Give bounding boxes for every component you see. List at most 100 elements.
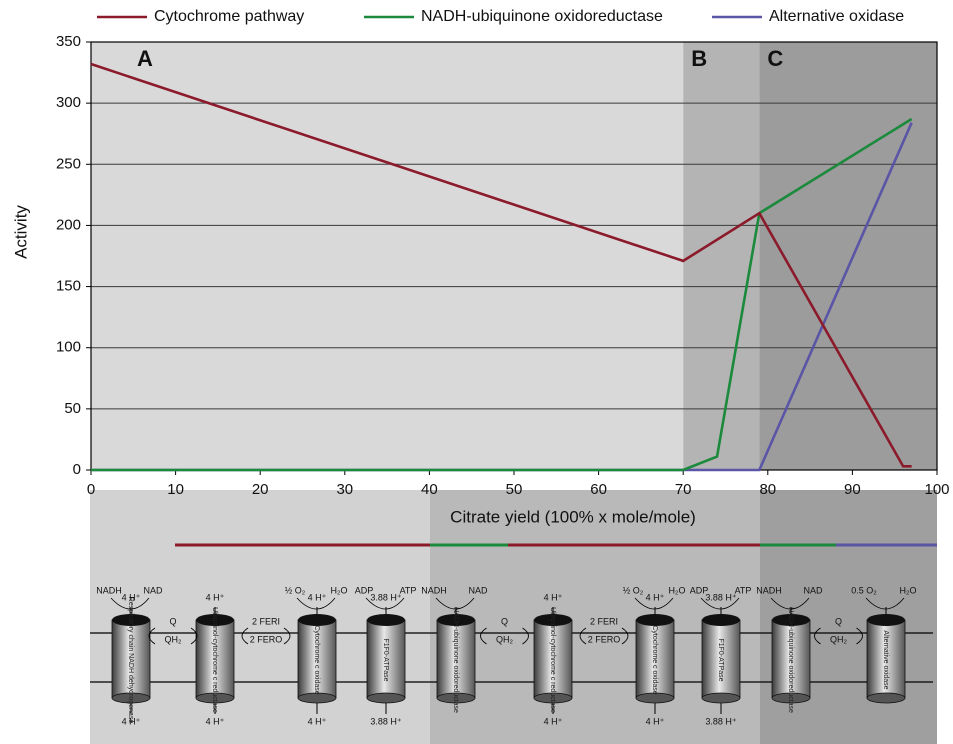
cylinder-top (772, 614, 810, 626)
proton: 3.88 H⁺ (370, 592, 402, 602)
region (759, 42, 937, 470)
membrane-protein: NADH-ubiquinone oxidoreductase NADH NAD (421, 585, 488, 713)
y-tick-label: 200 (56, 216, 81, 233)
y-tick-label: 250 (56, 155, 81, 172)
y-tick-label: 350 (56, 33, 81, 50)
x-tick-label: 0 (87, 481, 95, 498)
product: NAD (468, 585, 488, 595)
substrate: ½ O₂ (623, 585, 644, 595)
carrier-oxidized: Q (501, 616, 508, 626)
x-tick-label: 60 (590, 481, 607, 498)
carrier-reduced: 2 FERO (250, 634, 283, 644)
protein-name: Respiratory chain NADH dehydrogenase (127, 597, 134, 724)
product: H₂O (669, 585, 686, 595)
proton: 4 H⁺ (646, 592, 665, 602)
proton: 4 H⁺ (544, 592, 563, 602)
reaction-arrow (296, 597, 336, 610)
membrane-protein: Ubiquinol-cytochrome c reductase 4 H⁺ 4 H⁺ (195, 592, 235, 726)
carrier-arrow (148, 627, 198, 645)
protein-name: Cytochrome c oxidase (313, 625, 320, 694)
carrier-oxidized: Q (169, 616, 176, 626)
proton-out: 3.88 H⁺ (370, 716, 402, 726)
substrate: NADH (96, 585, 122, 595)
proton-out: 3.88 H⁺ (705, 716, 737, 726)
proton: 3.88 H⁺ (705, 592, 737, 602)
protein-name: Ubiquinol-cytochrome c reductase (211, 607, 218, 713)
product: H₂O (900, 585, 917, 595)
carrier-arrow (579, 627, 629, 645)
x-tick-label: 80 (759, 481, 776, 498)
cylinder-top (867, 614, 905, 626)
x-tick-label: 10 (167, 481, 184, 498)
y-tick-label: 50 (64, 400, 81, 417)
cylinder-top (534, 614, 572, 626)
reaction-arrow (110, 597, 150, 610)
cylinder-top (196, 614, 234, 626)
y-tick-label: 150 (56, 278, 81, 295)
region-label: A (137, 46, 153, 71)
cylinder-base (436, 692, 476, 704)
cylinder-body (111, 619, 151, 699)
protein-name: F1F0-ATPase (717, 638, 724, 681)
region (683, 42, 760, 470)
carrier-oxidized: Q (835, 616, 842, 626)
reaction-arrow (700, 597, 740, 610)
product: NAD (143, 585, 163, 595)
series-line (91, 117, 913, 472)
x-tick-label: 90 (844, 481, 861, 498)
protein-name: F1F0-ATPase (382, 638, 389, 681)
proton: 4 H⁺ (122, 592, 141, 602)
product: ATP (400, 585, 417, 595)
substrate: ADP (355, 585, 374, 595)
carrier-reduced: QH₂ (496, 634, 514, 644)
cylinder-body (297, 619, 337, 699)
carrier-arrow (241, 627, 291, 645)
cylinder-top (298, 614, 336, 626)
cylinder-top (636, 614, 674, 626)
protein-name: NADH-ubiquinone oxidoreductase (452, 607, 459, 713)
carrier-reduced: QH₂ (830, 634, 848, 644)
x-axis-label: Citrate yield (100% x mole/mole) (450, 507, 696, 526)
cylinder-base (701, 692, 741, 704)
x-tick-label: 70 (675, 481, 692, 498)
proton-out: 4 H⁺ (206, 716, 225, 726)
x-tick-label: 50 (506, 481, 523, 498)
substrate: ½ O₂ (285, 585, 306, 595)
cylinder-base (866, 692, 906, 704)
substrate: ADP (690, 585, 709, 595)
substrate: NADH (756, 585, 782, 595)
cylinder-body (436, 619, 476, 699)
cylinder-base (366, 692, 406, 704)
region-label: C (767, 46, 783, 71)
membrane-protein: Respiratory chain NADH dehydrogenase NADH… (96, 585, 163, 726)
region-label: B (691, 46, 707, 71)
reaction-arrow (365, 597, 405, 610)
carrier-oxidized: 2 FERI (590, 616, 618, 626)
membrane-protein: NADH-ubiquinone oxidoreductase NADH NAD (756, 585, 823, 713)
cylinder-top (702, 614, 740, 626)
y-tick-label: 300 (56, 94, 81, 111)
legend-label: Cytochrome pathway (154, 8, 304, 25)
protein-name: Cytochrome c oxidase (651, 625, 658, 694)
protein-name: NADH-ubiquinone oxidoreductase (787, 607, 794, 713)
membrane-protein: Alternative oxidase 0.5 O₂ H₂O (851, 585, 917, 704)
y-axis-label: Activity (11, 205, 30, 259)
x-tick-label: 100 (924, 481, 949, 498)
y-tick-label: 100 (56, 339, 81, 356)
carrier-reduced: QH₂ (165, 634, 183, 644)
cylinder-top (437, 614, 475, 626)
reaction-arrow (435, 597, 475, 610)
carrier-reduced: 2 FERO (588, 634, 621, 644)
proton-out: 4 H⁺ (646, 716, 665, 726)
protein-name: Ubiquinol-cytochrome c reductase (549, 607, 556, 713)
proton-out: 4 H⁺ (308, 716, 327, 726)
proton-out: 4 H⁺ (122, 716, 141, 726)
carrier-arrow (814, 627, 863, 645)
membrane-protein: Ubiquinol-cytochrome c reductase 4 H⁺ 4 H⁺ (533, 592, 573, 726)
x-tick-label: 20 (252, 481, 269, 498)
